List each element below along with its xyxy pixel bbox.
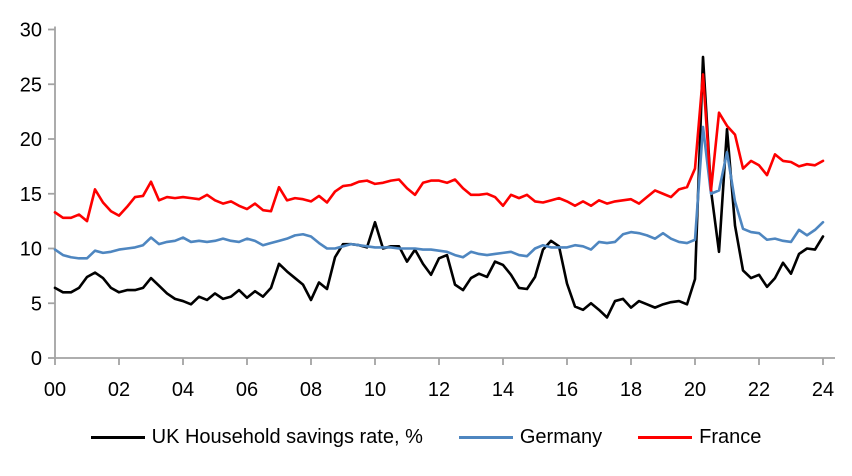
legend-item-france: France <box>638 426 761 449</box>
x-tick-label: 08 <box>300 379 322 401</box>
legend-item-uk: UK Household savings rate, % <box>90 426 423 449</box>
y-tick-label: 5 <box>31 293 42 315</box>
legend-line-sample-france <box>638 436 693 439</box>
x-tick-label: 04 <box>172 379 194 401</box>
line-chart-plot: 0 5 10 15 20 25 30 00 02 04 06 08 10 12 14 16 18 20 22 24 <box>20 20 835 401</box>
x-tick-label: 24 <box>812 379 834 401</box>
y-tick-label: 30 <box>20 20 42 42</box>
x-tick-label: 06 <box>236 379 258 401</box>
x-tick-label: 22 <box>748 379 770 401</box>
x-tick-label: 00 <box>44 379 66 401</box>
x-tick-label: 12 <box>428 379 450 401</box>
x-tick-label: 14 <box>492 379 514 401</box>
x-tick-label: 16 <box>556 379 578 401</box>
y-tick-label: 10 <box>20 239 42 261</box>
legend-label-germany: Germany <box>519 426 603 448</box>
y-tick-label: 15 <box>20 184 42 206</box>
chart-legend: UK Household savings rate, % Germany Fra… <box>0 426 852 449</box>
y-tick-label: 20 <box>20 129 42 151</box>
x-tick-label: 20 <box>684 379 706 401</box>
y-tick-label: 0 <box>31 348 42 370</box>
series-line-france <box>53 73 825 223</box>
y-tick-label: 25 <box>20 74 42 96</box>
legend-line-sample-germany <box>458 436 513 439</box>
legend-line-sample-uk <box>90 436 145 439</box>
legend-label-france: France <box>699 426 762 448</box>
x-tick-label: 18 <box>620 379 642 401</box>
legend-label-uk: UK Household savings rate, % <box>151 426 423 448</box>
legend-item-germany: Germany <box>458 426 603 449</box>
x-tick-label: 02 <box>108 379 130 401</box>
series-line-uk <box>53 55 825 319</box>
x-tick-label: 10 <box>364 379 386 401</box>
series-line-germany <box>53 125 825 260</box>
